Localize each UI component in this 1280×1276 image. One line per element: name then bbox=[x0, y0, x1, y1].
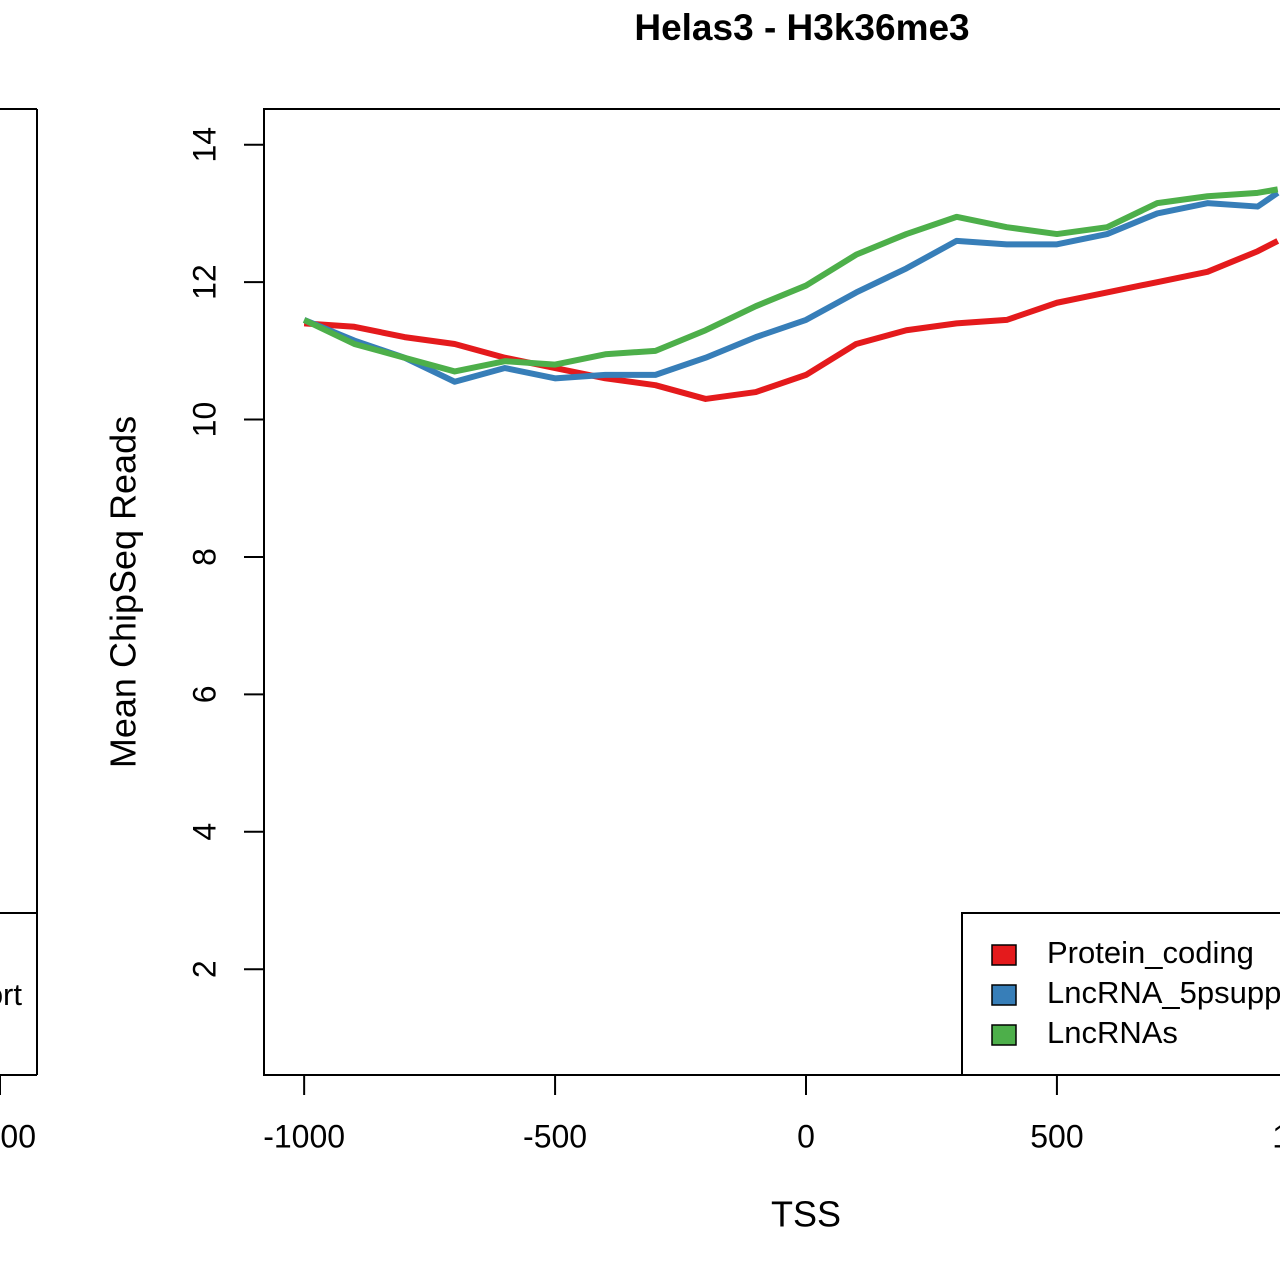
legend-label: LncRNAs bbox=[1047, 1015, 1178, 1050]
y-tick-label: 2 bbox=[186, 960, 222, 978]
x-tick-label: 0 bbox=[797, 1118, 815, 1154]
legend-swatch bbox=[991, 984, 1017, 1006]
plot-frame bbox=[263, 108, 1280, 1076]
y-tick-label: 8 bbox=[186, 548, 222, 566]
y-tick-label: 12 bbox=[186, 264, 222, 300]
y-tick-label: 6 bbox=[186, 685, 222, 703]
y-tick-label: 10 bbox=[186, 402, 222, 438]
x-tick-label: 500 bbox=[1030, 1118, 1083, 1154]
x-axis-label: TSS bbox=[771, 1194, 841, 1235]
line-series bbox=[303, 190, 1280, 385]
x-tick-label: -500 bbox=[523, 1118, 587, 1154]
legend-label: Protein_coding bbox=[1047, 935, 1254, 970]
x-tick-label: 1000 bbox=[1272, 1118, 1280, 1154]
x-tick-label: -1000 bbox=[263, 1118, 345, 1154]
y-tick-label: 4 bbox=[186, 823, 222, 841]
line-series bbox=[303, 238, 1280, 402]
legend-swatch bbox=[991, 944, 1017, 966]
chart-title: Helas3 - H3k36me3 bbox=[634, 7, 969, 48]
y-axis-label: Mean ChipSeq Reads bbox=[103, 416, 144, 768]
y-tick-label: 14 bbox=[186, 127, 222, 163]
legend-label: LncRNA_5psupport bbox=[0, 977, 22, 1012]
legend-swatch bbox=[991, 1024, 1017, 1046]
line-series bbox=[302, 186, 1279, 375]
x-tick-label: 1000 bbox=[0, 1118, 36, 1154]
legend-label: LncRNA_5psupport bbox=[1047, 975, 1280, 1010]
